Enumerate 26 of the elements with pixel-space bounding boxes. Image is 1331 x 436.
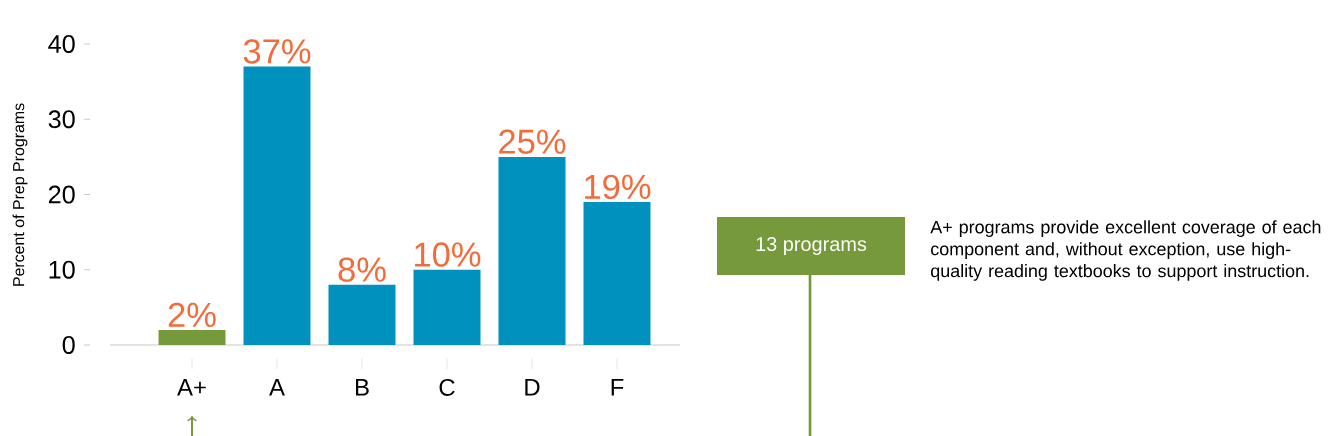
y-axis-title: Percent of Prep Programs (12, 103, 28, 286)
data-label: 10% (415, 242, 481, 267)
y-tick-label: 40 (48, 35, 75, 53)
y-tick-label: 10 (49, 260, 75, 279)
data-label: 37% (243, 39, 311, 64)
x-tick-label: D (525, 379, 540, 396)
x-tick-label: C (439, 379, 455, 396)
x-tick-label: A (269, 379, 285, 396)
bar (158, 329, 226, 345)
y-tick-label: 0 (62, 336, 75, 354)
data-label: 25% (499, 129, 566, 154)
x-tick-label: A+ (177, 379, 206, 396)
text: 13 programs (756, 236, 867, 256)
data-label: 19% (585, 174, 651, 200)
data-label: 2% (168, 302, 216, 328)
bar (413, 269, 481, 345)
data-label: 8% (338, 257, 386, 282)
x-tick-label: F (611, 379, 624, 396)
text: A+ programs provide excellent coverage of each component and, without exception, use high-quality reading textbooks to support instruction. (930, 220, 1321, 281)
x-tick-label: B (355, 379, 369, 396)
bar (243, 66, 311, 345)
y-tick-label: 30 (48, 110, 75, 129)
y-tick-label: 20 (48, 185, 75, 204)
bar (328, 284, 396, 345)
bar (498, 156, 566, 345)
bar (583, 202, 651, 345)
